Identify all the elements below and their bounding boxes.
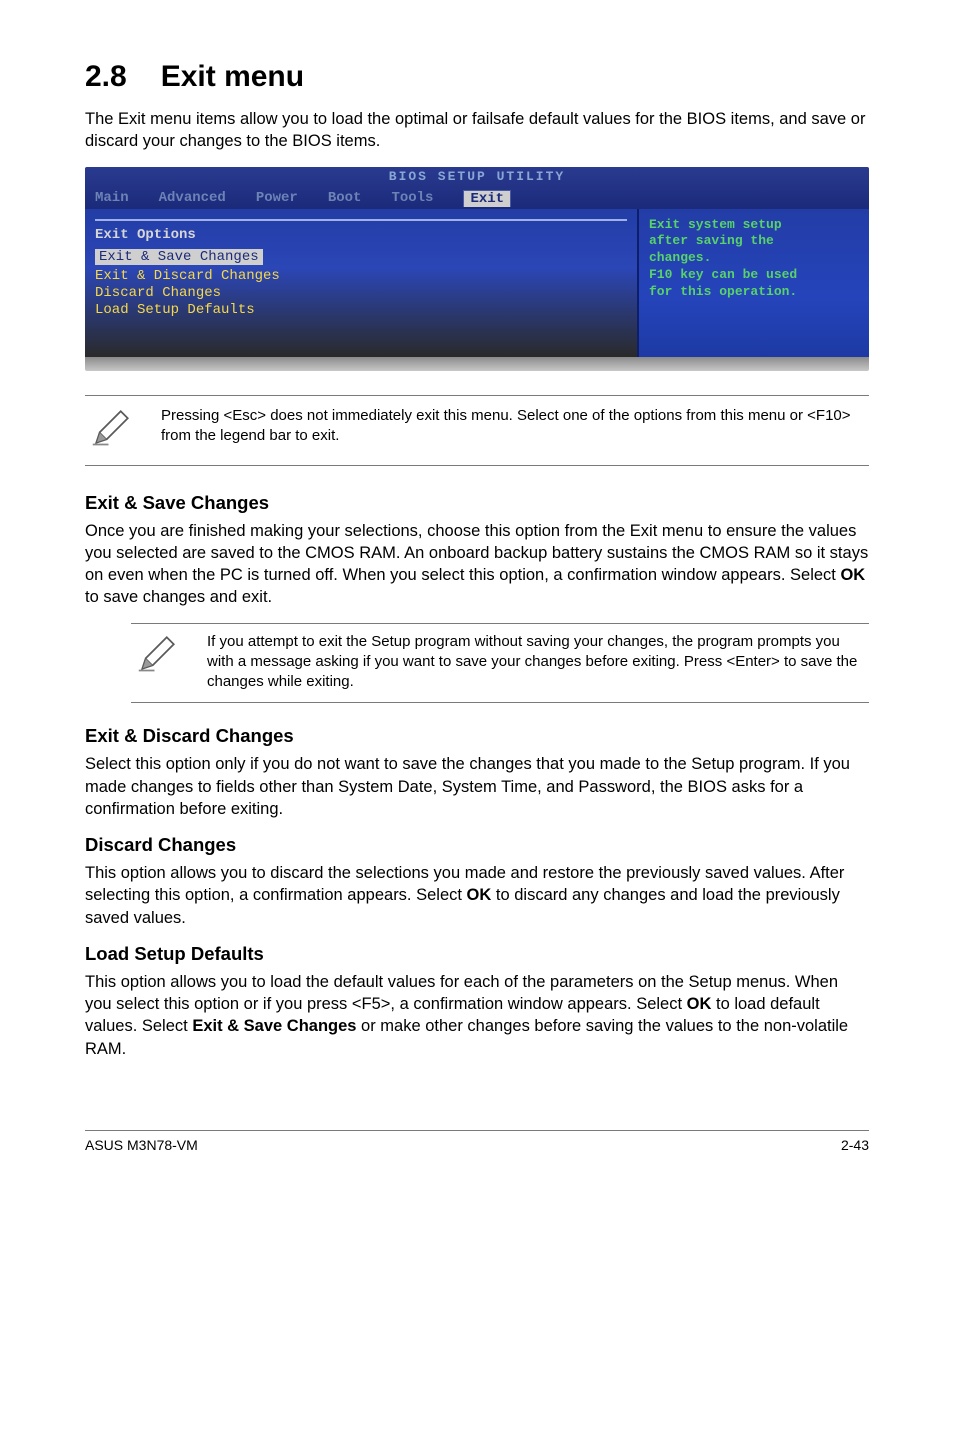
footer-page-number: 2-43 [841,1137,869,1153]
bios-tab-main[interactable]: Main [95,190,129,207]
note-box: Pressing <Esc> does not immediately exit… [85,395,869,466]
bios-header: BIOS SETUP UTILITY Main Advanced Power B… [85,167,869,209]
bios-tabs: Main Advanced Power Boot Tools Exit [95,190,859,209]
subhead-discard: Discard Changes [85,834,869,856]
bios-help-panel: Exit system setup after saving the chang… [639,209,869,357]
text-fragment: Once you are finished making your select… [85,522,868,585]
bios-help-line: Exit system setup [649,217,859,234]
note-box: If you attempt to exit the Setup program… [131,623,869,704]
section-title: Exit menu [161,60,304,93]
note-text: If you attempt to exit the Setup program… [207,632,863,693]
bios-item[interactable]: Discard Changes [95,285,627,301]
bios-tab-advanced[interactable]: Advanced [159,190,226,207]
subhead-exit-discard: Exit & Discard Changes [85,725,869,747]
discard-body: This option allows you to discard the se… [85,862,869,929]
bios-help-line: after saving the [649,233,859,250]
bios-tab-power[interactable]: Power [256,190,298,207]
exit-discard-body: Select this option only if you do not wa… [85,753,869,820]
bios-tab-boot[interactable]: Boot [328,190,362,207]
bios-title: BIOS SETUP UTILITY [85,169,869,184]
ok-bold: OK [467,886,492,904]
bios-item[interactable]: Load Setup Defaults [95,302,627,318]
subhead-defaults: Load Setup Defaults [85,943,869,965]
page-title: 2.8 Exit menu [85,60,869,94]
bios-screenshot: BIOS SETUP UTILITY Main Advanced Power B… [85,167,869,371]
bios-help-line: changes. [649,250,859,267]
intro-paragraph: The Exit menu items allow you to load th… [85,108,869,153]
bios-body: Exit Options Exit & Save Changes Exit & … [85,209,869,357]
note-text: Pressing <Esc> does not immediately exit… [161,406,863,447]
defaults-body: This option allows you to load the defau… [85,971,869,1060]
bios-tab-exit[interactable]: Exit [463,190,511,207]
pencil-icon [137,632,183,679]
text-fragment: to save changes and exit. [85,588,272,606]
ok-bold: OK [840,566,865,584]
ok-bold: OK [687,995,712,1013]
pencil-icon [91,406,137,453]
section-number: 2.8 [85,60,127,94]
page-footer: ASUS M3N78-VM 2-43 [85,1130,869,1153]
bios-item-selected[interactable]: Exit & Save Changes [95,249,263,265]
bios-help-line: for this operation. [649,284,859,301]
bios-section-label: Exit Options [95,227,627,243]
subhead-exit-save: Exit & Save Changes [85,492,869,514]
exit-save-body: Once you are finished making your select… [85,520,869,609]
bios-left-panel: Exit Options Exit & Save Changes Exit & … [85,209,639,357]
bios-help-line: F10 key can be used [649,267,859,284]
footer-product: ASUS M3N78-VM [85,1137,198,1153]
bios-tab-tools[interactable]: Tools [391,190,433,207]
exit-save-bold: Exit & Save Changes [192,1017,356,1035]
bios-item[interactable]: Exit & Discard Changes [95,268,627,284]
